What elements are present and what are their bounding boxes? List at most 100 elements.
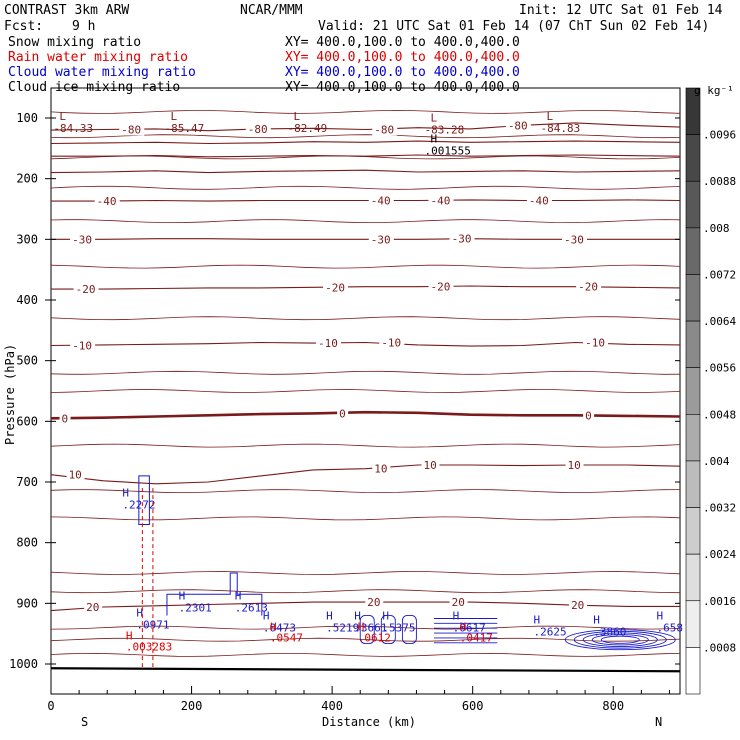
contour-label: -80: [508, 119, 528, 132]
colorbar-swatch: [685, 553, 701, 602]
field-legend: Snow mixing ratio XY= 400.0,100.0 to 400…: [8, 35, 520, 95]
center-name: NCAR/MMM: [240, 3, 303, 18]
cloud-extremum-kind: H: [235, 589, 242, 602]
contour-label: 10: [568, 459, 581, 472]
colorbar-swatch: [685, 227, 701, 275]
cloud-cell-north: [573, 630, 667, 649]
rain-extremum-value: .0417: [460, 631, 493, 644]
contour-label: -20: [431, 281, 451, 294]
cloud-cell-upper: [138, 475, 150, 525]
field-name-cloud-water: Cloud water mixing ratio: [8, 65, 196, 80]
contour-label-bg: [428, 280, 454, 293]
cloud-extremum-kind: H: [263, 609, 270, 622]
extremum-value: .001555: [425, 144, 471, 157]
contour-label-bg: [569, 599, 588, 612]
colorbar-units: g kg⁻¹: [694, 84, 734, 97]
cloud-extremum-value: .3860: [593, 626, 626, 639]
contour-label-bg: [70, 233, 96, 246]
contour-label-bg: [562, 233, 588, 246]
contour-line--40: [51, 199, 681, 202]
contour-label: -20: [76, 283, 96, 296]
contour-label: -40: [97, 195, 117, 208]
contour-label: 10: [69, 469, 82, 482]
contour-label-bg: [59, 412, 71, 425]
colorbar-level-label: .0088: [703, 175, 736, 188]
contour-label-bg: [576, 280, 602, 293]
pressure-level-line: [50, 185, 681, 190]
contour-label-bg: [565, 459, 584, 472]
contour-label: -80: [248, 123, 268, 136]
colorbar-swatch: [685, 507, 701, 555]
contour-label-bg: [421, 459, 440, 472]
contour-line--80: [50, 122, 681, 132]
contour-label: -10: [381, 336, 401, 349]
x-axis: 0 200 400 600 800: [47, 686, 670, 713]
contour-label: 10: [423, 459, 436, 472]
cloud-extremum-value: .5219: [326, 621, 359, 634]
contour-label-bg: [368, 233, 394, 246]
x-tick-label: 600: [462, 699, 484, 713]
cloud-cell-mid: [359, 615, 375, 644]
colorbar: .0096 .0088 .008 .0072 .0064 .0056 .0048 .004 .0…: [685, 87, 736, 695]
contour-label: 0: [62, 412, 69, 425]
contour-label: -20: [578, 281, 598, 294]
pressure-level-lines: [50, 109, 681, 657]
contour-label-bg: [372, 462, 391, 475]
y-tick-label: 300: [16, 232, 38, 246]
cloud-cell-north: [591, 634, 649, 646]
contour-label: -30: [564, 233, 584, 246]
colorbar-level-label: .0064: [703, 315, 736, 328]
contour-label-bg: [428, 194, 454, 207]
y-axis-label: Pressure (hPa): [3, 344, 17, 445]
contour-line--70: [50, 140, 681, 145]
colorbar-level-label: .0096: [703, 129, 736, 142]
colorbar-swatch: [685, 414, 701, 462]
cloud-extremum-kind: H: [533, 614, 540, 627]
colorbar-level-label: .0048: [703, 408, 736, 421]
contour-label: 10: [374, 463, 387, 476]
field-name-snow: Snow mixing ratio: [8, 35, 141, 50]
contour-line-0: [50, 410, 681, 420]
colorbar-level-label: .008: [703, 222, 730, 235]
colorbar-swatch: [685, 320, 701, 368]
cloud-extremum-value: .5375: [382, 621, 415, 634]
contour-label: 20: [571, 599, 584, 612]
contour-label-bg: [73, 283, 99, 296]
terrain-surface: [50, 667, 681, 673]
contour-label: -30: [371, 233, 391, 246]
rain-extremum-kind: H: [126, 630, 133, 643]
init-time: Init: 12 UTC Sat 01 Feb 14: [519, 3, 723, 18]
cloud-extremum-value: .2272: [122, 498, 155, 511]
x-axis-south-label: S: [81, 715, 88, 729]
cloud-extremum-value: .3661: [354, 621, 387, 634]
contour-label-bg: [505, 119, 531, 132]
extremum-kind: L: [59, 110, 66, 123]
pressure-level-line: [50, 109, 681, 114]
colorbar-level-label: .0016: [703, 595, 736, 608]
extrema-labels: L-84.33L-85.47L-82.49L-83.28L-84.83H.001…: [53, 110, 580, 157]
colorbar-swatch: [685, 460, 701, 508]
contour-label: -40: [371, 195, 391, 208]
extremum-kind: L: [170, 110, 177, 123]
contour-label: -20: [325, 281, 345, 294]
pressure-level-line: [50, 264, 681, 269]
extremum-value: -85.47: [164, 122, 204, 135]
colorbar-level-label: .0056: [703, 362, 736, 375]
extremum-value: -84.83: [540, 122, 580, 135]
pressure-level-line: [50, 625, 681, 630]
x-tick-label: 200: [181, 699, 203, 713]
y-tick-label: 500: [16, 354, 38, 368]
contour-label-bg: [84, 600, 103, 613]
contour-label-bg: [372, 123, 398, 136]
cloud-cell-north: [582, 632, 658, 647]
cloud-layer-top: [166, 572, 263, 616]
x-axis-label: Distance (km): [322, 715, 416, 729]
contour-label-bg: [368, 194, 394, 207]
contour-label: -40: [529, 195, 549, 208]
contour-line--20: [51, 285, 681, 290]
contour-label: 20: [367, 596, 380, 609]
cloud-extremum-kind: H: [122, 486, 129, 499]
rain-extremum-kind: H: [270, 620, 277, 633]
cloud-extremum-kind: H: [382, 609, 389, 622]
